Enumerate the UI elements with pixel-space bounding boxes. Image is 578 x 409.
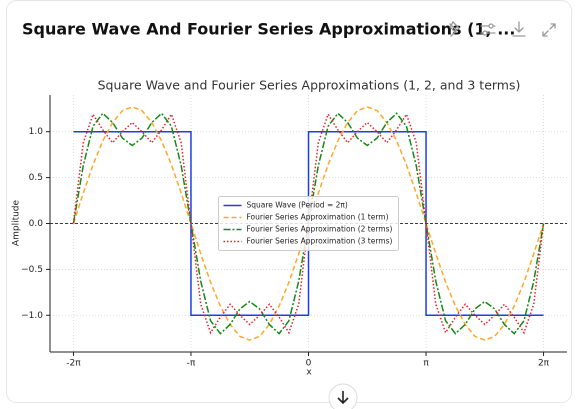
x-tick-label: 0: [306, 359, 312, 369]
y-tick-label: 1.0: [29, 127, 44, 137]
plot-area: −1.0 −0.5 0.0 0.5 1.0 -2π -π 0 π 2π Square Wave (P…: [21, 95, 567, 369]
x-tick-label: π: [423, 359, 429, 369]
legend-box: [218, 196, 399, 251]
x-axis-label: x: [306, 368, 312, 378]
y-tick-label: 0.0: [29, 219, 44, 229]
y-tick-label: −1.0: [21, 311, 43, 321]
x-tick-label: -π: [187, 359, 196, 369]
chart-title: Square Wave and Fourier Series Approxima…: [98, 78, 521, 93]
legend-label: Square Wave (Period = 2π): [247, 201, 348, 210]
legend-label: Fourier Series Approximation (1 term): [247, 213, 389, 222]
y-axis-label: Amplitude: [12, 199, 22, 246]
legend: Square Wave (Period = 2π) Fourier Series …: [218, 196, 399, 251]
interactive-icon[interactable]: [449, 20, 460, 37]
y-tick-label: −0.5: [21, 265, 43, 275]
x-tick-label: 2π: [538, 359, 550, 369]
scroll-down-button[interactable]: [328, 383, 358, 409]
legend-label: Fourier Series Approximation (3 terms): [247, 237, 393, 246]
expand-icon[interactable]: [542, 23, 556, 37]
settings-icon[interactable]: [480, 23, 496, 36]
y-tick-label: 0.5: [29, 173, 43, 183]
legend-label: Fourier Series Approximation (2 terms): [247, 225, 393, 234]
x-tick-label: -2π: [66, 359, 81, 369]
card-title: Square Wave And Fourier Series Approxima…: [22, 20, 515, 39]
download-icon[interactable]: [512, 21, 526, 37]
